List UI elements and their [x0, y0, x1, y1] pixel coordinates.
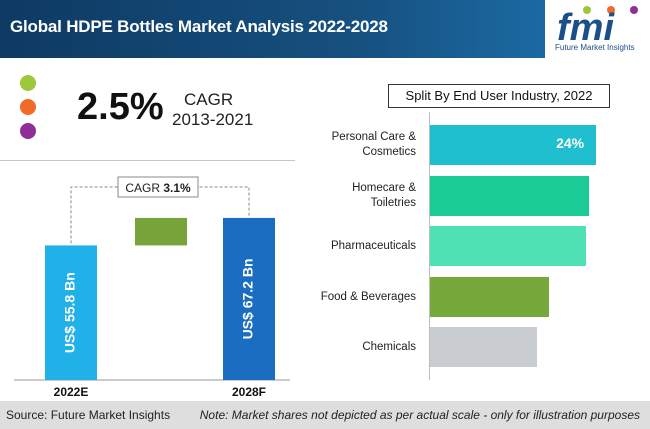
split-bar-0: 24%	[430, 125, 597, 165]
split-category-line: Toiletries	[370, 197, 416, 209]
split-category-label: Homecare & Toiletries	[266, 181, 416, 211]
section-divider	[0, 160, 295, 161]
split-category-label: Pharmaceuticals	[266, 239, 416, 254]
increment-bar	[135, 217, 187, 246]
orange-dot	[20, 99, 36, 115]
split-category-label: Personal Care & Cosmetics	[266, 130, 416, 160]
bar-value-label: US$ 67.2 Bn	[240, 258, 256, 339]
split-category-line: Cosmetics	[362, 146, 416, 158]
purple-dot	[20, 123, 36, 139]
cagr-badge-text: CAGR 3.1%	[125, 181, 191, 195]
split-category-line: Pharmaceuticals	[330, 239, 416, 252]
footer-source: Source: Future Market Insights	[6, 408, 171, 422]
bar-2022E	[45, 245, 97, 380]
split-bar-2	[430, 226, 586, 266]
fmi-logo: fmi	[557, 6, 638, 49]
page-title: Global HDPE Bottles Market Analysis 2022…	[10, 17, 388, 36]
logo-dot-purple	[630, 6, 638, 14]
header: Global HDPE Bottles Market Analysis 2022…	[0, 0, 650, 62]
cagr-badge	[117, 176, 199, 198]
bar-2028F	[223, 217, 275, 380]
split-bar-value: 24%	[556, 135, 585, 151]
x-tick-label: 2022E	[54, 385, 89, 399]
logo-tagline: Future Market Insights	[555, 43, 635, 52]
logo-dot-orange	[607, 6, 615, 14]
split-bar-1	[430, 176, 589, 216]
cagr-badge-value: 3.1%	[163, 181, 191, 195]
cagr-badge-label: CAGR	[125, 181, 163, 195]
market-size-chart: CAGR 3.1% US$ 55.8 Bn 2022E US$ 67.2 Bn 2028…	[14, 176, 290, 399]
footer: Source: Future Market Insights Note: Mar…	[0, 401, 650, 429]
split-category-line: Homecare &	[352, 182, 416, 194]
split-category-label: Food & Beverages	[266, 290, 416, 305]
green-dot	[20, 75, 36, 91]
split-category-line: Personal Care &	[331, 131, 416, 143]
split-category-label: Chemicals	[266, 340, 416, 355]
split-bar-3	[430, 277, 550, 317]
logo-dot-green	[583, 6, 591, 14]
cagr-label: CAGR	[184, 90, 234, 109]
split-chart-title: Split By End User Industry, 2022	[388, 84, 610, 108]
cagr-value: 2.5%	[77, 86, 164, 128]
bar-value-label: US$ 55.8 Bn	[62, 272, 78, 353]
header-band	[0, 0, 545, 58]
logo-mark: fmi	[557, 7, 615, 49]
split-category-line: Chemicals	[362, 340, 416, 353]
x-tick-label: 2028F	[232, 385, 266, 399]
split-category-line: Food & Beverages	[320, 290, 416, 303]
footer-note: Note: Market shares not depicted as per …	[199, 408, 640, 422]
cagr-range: 2013-2021	[172, 110, 254, 129]
split-bar-4	[430, 327, 537, 367]
split-chart-axis	[429, 112, 430, 380]
